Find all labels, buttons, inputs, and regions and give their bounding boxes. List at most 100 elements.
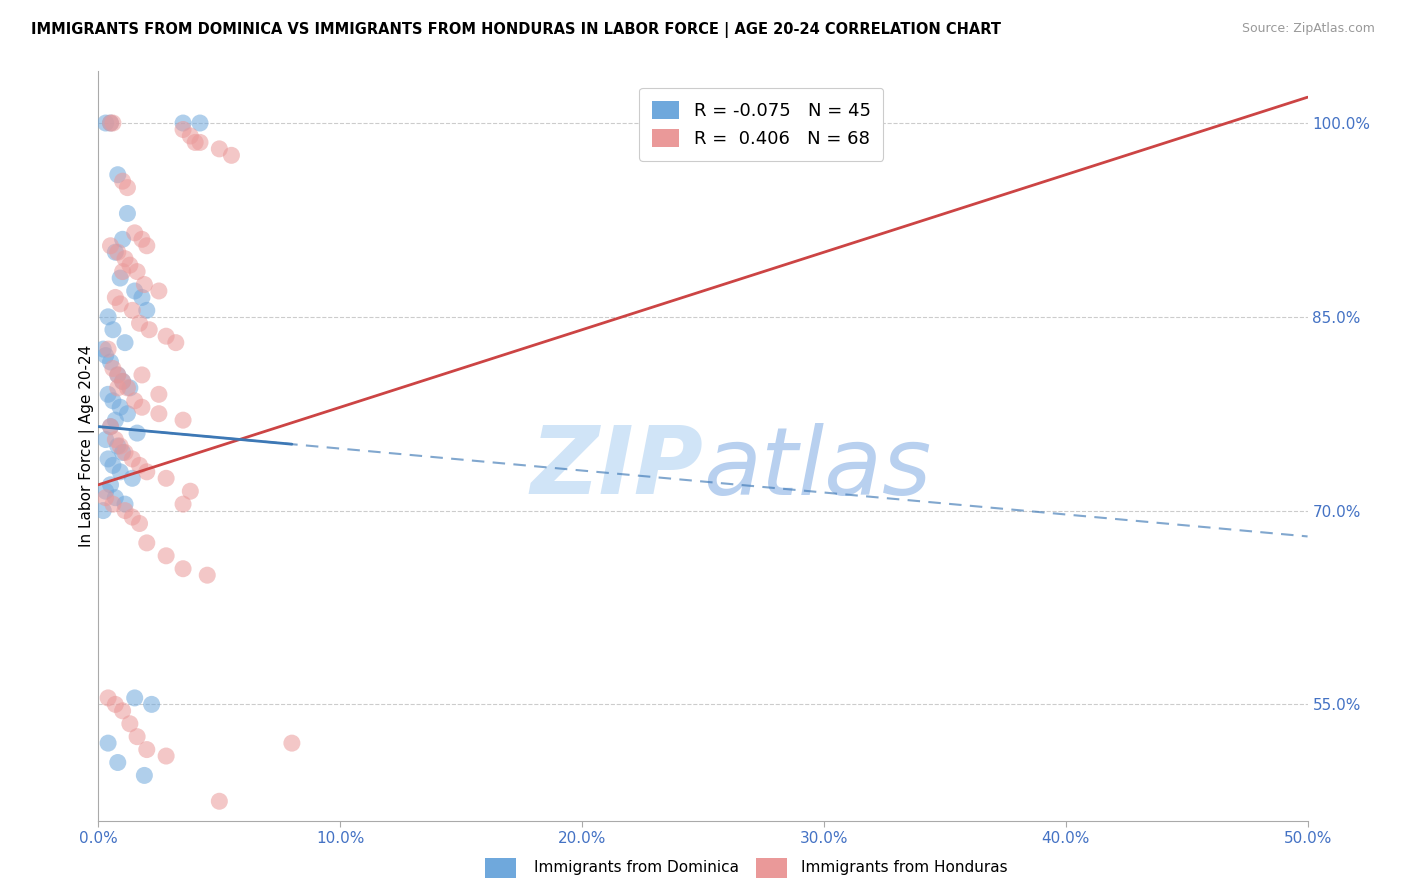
Point <box>104 290 127 304</box>
Point <box>148 284 170 298</box>
Point <box>111 704 134 718</box>
Point <box>188 116 211 130</box>
Point <box>118 381 141 395</box>
Point <box>104 698 127 712</box>
Point <box>121 303 143 318</box>
Point <box>94 116 117 130</box>
Point <box>131 290 153 304</box>
Point <box>100 477 122 491</box>
Point <box>188 136 211 150</box>
Point <box>135 239 157 253</box>
Point <box>111 232 134 246</box>
Point <box>111 174 134 188</box>
Point <box>127 730 149 744</box>
Point <box>121 471 143 485</box>
Legend: R = -0.075   N = 45, R =  0.406   N = 68: R = -0.075 N = 45, R = 0.406 N = 68 <box>640 88 883 161</box>
Point <box>135 536 157 550</box>
Point <box>108 297 131 311</box>
Point <box>208 794 231 808</box>
Point <box>104 245 127 260</box>
Point <box>100 419 122 434</box>
Point <box>172 122 194 136</box>
Point <box>107 168 129 182</box>
Point <box>101 458 124 473</box>
Text: atlas: atlas <box>703 423 931 514</box>
Point <box>131 401 153 415</box>
Point <box>94 484 117 499</box>
Text: Source: ZipAtlas.com: Source: ZipAtlas.com <box>1241 22 1375 36</box>
Point <box>172 497 194 511</box>
Point <box>117 407 139 421</box>
Point <box>114 252 136 266</box>
Point <box>155 749 177 764</box>
Point <box>107 381 129 395</box>
Point <box>135 742 157 756</box>
Text: ZIP: ZIP <box>530 423 703 515</box>
Point <box>221 148 243 162</box>
Point <box>100 116 122 130</box>
Point <box>100 116 122 130</box>
Point <box>131 368 153 382</box>
Point <box>128 516 150 531</box>
Point <box>111 375 134 389</box>
Point <box>117 381 139 395</box>
Point <box>172 413 194 427</box>
Point <box>94 491 117 505</box>
Point <box>121 451 143 466</box>
Point <box>148 407 170 421</box>
Point <box>124 690 146 705</box>
Point <box>141 698 163 712</box>
Point <box>155 549 177 563</box>
Point <box>128 316 150 330</box>
Point <box>100 355 122 369</box>
Point <box>179 128 201 143</box>
Text: Immigrants from Honduras: Immigrants from Honduras <box>801 861 1008 875</box>
Point <box>155 329 177 343</box>
Point <box>281 736 304 750</box>
Point <box>118 716 141 731</box>
Point <box>117 180 139 194</box>
Point <box>107 368 129 382</box>
Point <box>127 264 149 278</box>
Point <box>94 349 117 363</box>
Point <box>179 484 201 499</box>
Point <box>128 458 150 473</box>
Point <box>104 491 127 505</box>
Point <box>135 465 157 479</box>
Point <box>108 439 131 453</box>
Point <box>101 116 124 130</box>
Point <box>108 271 131 285</box>
Text: IMMIGRANTS FROM DOMINICA VS IMMIGRANTS FROM HONDURAS IN LABOR FORCE | AGE 20-24 : IMMIGRANTS FROM DOMINICA VS IMMIGRANTS F… <box>31 22 1001 38</box>
Point <box>107 756 129 770</box>
Point <box>107 439 129 453</box>
Point <box>131 232 153 246</box>
Point <box>111 445 134 459</box>
Point <box>97 310 120 324</box>
Point <box>148 387 170 401</box>
Point <box>111 264 134 278</box>
Point <box>104 413 127 427</box>
Point <box>97 451 120 466</box>
Point <box>101 323 124 337</box>
Point <box>107 368 129 382</box>
Point <box>114 503 136 517</box>
Point <box>165 335 187 350</box>
Point <box>208 142 231 156</box>
Point <box>155 471 177 485</box>
Point <box>97 690 120 705</box>
Point <box>117 206 139 220</box>
Point <box>100 419 122 434</box>
Point <box>124 284 146 298</box>
Point <box>172 116 194 130</box>
Point <box>101 497 124 511</box>
Point <box>108 401 131 415</box>
Point <box>97 736 120 750</box>
Point <box>111 375 134 389</box>
Point <box>97 342 120 356</box>
Point <box>124 393 146 408</box>
Point <box>114 497 136 511</box>
Point <box>127 426 149 441</box>
Point <box>104 433 127 447</box>
Point <box>107 245 129 260</box>
Point <box>114 445 136 459</box>
